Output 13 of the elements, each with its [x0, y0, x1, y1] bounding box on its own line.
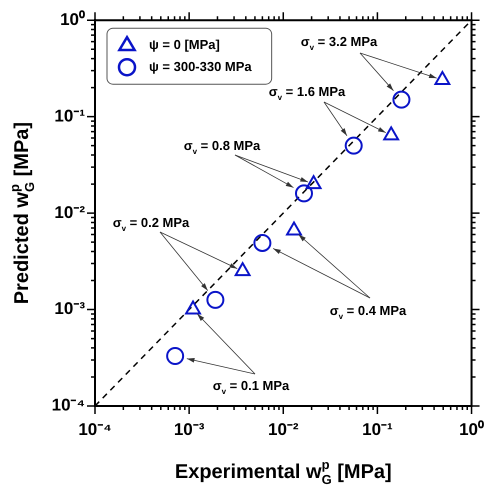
y-tick-label: 10⁰ — [60, 10, 85, 29]
y-tick-label: 10⁻⁴ — [52, 396, 85, 415]
legend-label: ψ = 300-330 MPa — [149, 58, 252, 74]
x-tick-label: 10⁻⁴ — [78, 420, 112, 439]
y-tick-label: 10⁻¹ — [54, 106, 86, 126]
legend-label: ψ = 0 [MPa] — [149, 36, 220, 52]
y-tick-label: 10⁻³ — [54, 299, 86, 318]
x-tick-label: 10⁻² — [268, 420, 299, 439]
x-tick-label: 10⁻³ — [174, 420, 205, 439]
y-axis-title: Predicted wpG [MPa] — [7, 122, 37, 304]
x-tick-label: 10⁻¹ — [362, 420, 394, 439]
y-tick-label: 10⁻² — [54, 202, 86, 222]
x-tick-label: 10⁰ — [459, 420, 484, 439]
